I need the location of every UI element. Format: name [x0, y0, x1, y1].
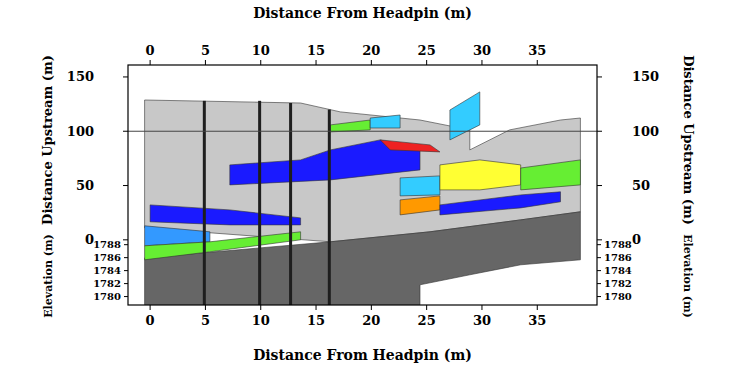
plot-area [128, 92, 597, 305]
x-tick [371, 60, 372, 65]
x-tick-label: 15 [307, 43, 325, 58]
unit [450, 92, 480, 140]
reference-line [128, 131, 597, 132]
unit [400, 176, 440, 196]
y-tick-label: 150 [632, 69, 659, 84]
x-tick-label: 10 [252, 313, 270, 328]
unit [150, 205, 301, 225]
y2-tick-label: 1784 [604, 265, 632, 276]
y2-axis-title: Elevation (m) [42, 234, 55, 318]
y-tick [123, 185, 128, 186]
x-tick [481, 305, 482, 310]
y-tick-label: 50 [76, 178, 94, 193]
x-tick [150, 305, 151, 310]
y-axis-title: Distance Upstream (m) [40, 55, 55, 225]
x-tick-label: 5 [201, 43, 210, 58]
y-tick-label: 50 [632, 178, 650, 193]
x-tick [316, 60, 317, 65]
y2-tick-label: 1782 [93, 278, 121, 289]
unit [145, 232, 301, 260]
y2-tick-label: 1786 [604, 252, 632, 263]
post [289, 103, 292, 305]
background [0, 0, 736, 377]
y2-axis-title: Elevation (m) [681, 234, 694, 318]
x-tick [150, 60, 151, 65]
x-tick [371, 305, 372, 310]
unit [145, 212, 581, 305]
y2-tick [124, 296, 128, 297]
y2-tick [124, 270, 128, 271]
y-tick [597, 185, 602, 186]
unit [330, 120, 370, 132]
x-tick [537, 60, 538, 65]
x-tick-label: 30 [473, 43, 491, 58]
y2-tick-label: 1788 [604, 239, 632, 250]
y2-tick [124, 257, 128, 258]
x-tick-label: 30 [473, 313, 491, 328]
x-tick [481, 60, 482, 65]
unit [440, 160, 521, 190]
y-tick [123, 76, 128, 77]
x-tick-label: 25 [418, 43, 436, 58]
x-tick-label: 35 [528, 313, 546, 328]
x-tick [205, 60, 206, 65]
x-tick [205, 305, 206, 310]
y-tick [597, 131, 602, 132]
x-tick [426, 305, 427, 310]
unit [521, 160, 581, 190]
y2-tick [597, 257, 601, 258]
unit [370, 115, 400, 128]
x-tick-label: 0 [146, 313, 155, 328]
post [328, 110, 331, 305]
chart: 0055101015152020252530303535005050100100… [0, 0, 736, 377]
x-tick-label: 15 [307, 313, 325, 328]
y2-tick-label: 1780 [93, 291, 121, 302]
x-tick [537, 305, 538, 310]
y2-tick-label: 1788 [93, 239, 121, 250]
unit [400, 196, 440, 215]
y2-tick [124, 283, 128, 284]
x-tick [316, 305, 317, 310]
x-tick-label: 20 [362, 43, 380, 58]
y-tick [123, 239, 128, 240]
y2-tick [597, 296, 601, 297]
y2-tick-label: 1782 [604, 278, 632, 289]
x-tick-label: 0 [146, 43, 155, 58]
frame [128, 65, 597, 305]
x-tick-label: 25 [418, 313, 436, 328]
x-axis-title: Distance From Headpin (m) [253, 5, 472, 21]
y2-tick-label: 1786 [93, 252, 121, 263]
x-tick-label: 10 [252, 43, 270, 58]
y-tick [597, 239, 602, 240]
y-tick [597, 76, 602, 77]
unit [440, 192, 561, 215]
y2-tick [597, 283, 601, 284]
y-tick-label: 100 [67, 124, 94, 139]
unit [380, 140, 440, 152]
y-tick-label: 0 [632, 232, 641, 247]
x-tick-label: 5 [201, 313, 210, 328]
y2-tick [597, 270, 601, 271]
x-tick [260, 305, 261, 310]
x-tick [426, 60, 427, 65]
y-tick-label: 100 [632, 124, 659, 139]
x-axis-title: Distance From Headpin (m) [253, 347, 472, 363]
y2-tick-label: 1784 [93, 265, 121, 276]
y2-tick [124, 244, 128, 245]
y2-tick [597, 244, 601, 245]
y-tick-label: 150 [67, 69, 94, 84]
x-tick [260, 60, 261, 65]
x-tick-label: 20 [362, 313, 380, 328]
y-axis-title: Distance Upstream (m) [681, 55, 696, 225]
y-tick [123, 131, 128, 132]
x-tick-label: 35 [528, 43, 546, 58]
y2-tick-label: 1780 [604, 291, 632, 302]
